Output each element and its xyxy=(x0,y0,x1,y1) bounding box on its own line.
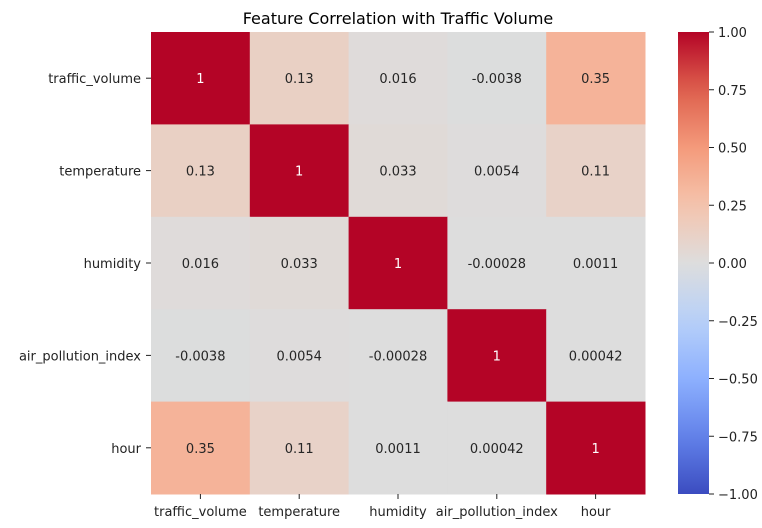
heatmap-cell xyxy=(151,401,251,495)
heatmap-cell xyxy=(546,32,646,125)
colorbar-ticks: 1.00 0.75 0.50 0.25 0.00 −0.25 −0.50 −0.75 −1.00 xyxy=(709,26,758,503)
cell-value-label: -0.00028 xyxy=(468,257,526,272)
heatmap-cell xyxy=(447,401,547,495)
heatmap-cell xyxy=(348,124,448,218)
heatmap-cells: 1 0.13 0.016 -0.0038 0.35 0.13 1 0.033 0.0054 0.1… xyxy=(151,32,646,495)
row-tick-label: hour xyxy=(111,442,141,457)
cell-value-label: 0.11 xyxy=(285,442,314,457)
cell-value-label: 0.0011 xyxy=(375,442,421,457)
cell-value-label: -0.0038 xyxy=(472,72,522,87)
cell-value-label: 1 xyxy=(295,165,303,180)
heatmap-cell xyxy=(151,309,251,403)
heatmap-cell xyxy=(447,124,547,218)
cell-value-label: 0.00042 xyxy=(470,442,524,457)
cell-value-label: 0.0054 xyxy=(474,165,520,180)
heatmap-cell xyxy=(447,309,547,403)
heatmap-cell xyxy=(447,216,547,310)
heatmap-cell xyxy=(249,216,350,310)
colorbar-tick-label: 0.75 xyxy=(718,84,747,99)
heatmap-cell xyxy=(151,32,251,125)
heatmap-cell xyxy=(151,216,251,310)
heatmap-cell xyxy=(249,309,350,403)
heatmap-cell xyxy=(249,401,350,495)
colorbar-tick-label: −0.25 xyxy=(718,315,758,330)
cell-value-label: 1 xyxy=(591,442,599,457)
heatmap-cell xyxy=(348,32,448,125)
col-tick-label: traffic_volume xyxy=(154,505,247,520)
col-tick-label: hour xyxy=(581,505,611,520)
cell-value-label: -0.00028 xyxy=(369,349,427,364)
colorbar-tick-label: −0.50 xyxy=(718,373,758,388)
heatmap-cell xyxy=(348,309,448,403)
row-tick-label: air_pollution_index xyxy=(19,349,141,364)
colorbar xyxy=(678,32,709,494)
colorbar-tick-label: 0.00 xyxy=(718,257,747,272)
colorbar-tick-label: 0.50 xyxy=(718,142,747,157)
heatmap-cell xyxy=(249,124,350,218)
col-tick-label: air_pollution_index xyxy=(436,505,558,520)
cell-value-label: 0.016 xyxy=(182,257,219,272)
col-tick-label: temperature xyxy=(258,505,340,520)
heatmap-cell xyxy=(348,216,448,310)
heatmap-cell xyxy=(546,309,646,403)
col-tick-labels: traffic_volume temperature humidity air_pol… xyxy=(154,494,611,520)
chart-title: Feature Correlation with Traffic Volume xyxy=(243,9,554,28)
cell-value-label: 0.0054 xyxy=(276,349,322,364)
cell-value-label: 0.00042 xyxy=(569,349,623,364)
cell-value-label: 0.033 xyxy=(379,165,416,180)
col-tick-label: humidity xyxy=(369,505,427,520)
heatmap-cell xyxy=(447,32,547,125)
cell-value-label: 0.033 xyxy=(281,257,318,272)
cell-value-label: -0.0038 xyxy=(175,349,225,364)
heatmap-cell xyxy=(348,401,448,495)
cell-value-label: 0.35 xyxy=(581,72,610,87)
heatmap-cell xyxy=(151,124,251,218)
row-tick-labels: traffic_volume temperature humidity air_pol… xyxy=(19,72,151,457)
heatmap-cell xyxy=(546,124,646,218)
colorbar-tick-label: −1.00 xyxy=(718,488,758,503)
cell-value-label: 0.13 xyxy=(285,72,314,87)
cell-value-label: 1 xyxy=(394,257,402,272)
cell-value-label: 0.13 xyxy=(186,165,215,180)
colorbar-tick-label: −0.75 xyxy=(718,430,758,445)
colorbar-tick-label: 1.00 xyxy=(718,26,747,41)
row-tick-label: humidity xyxy=(84,257,142,272)
heatmap-cell xyxy=(546,401,646,495)
heatmap-cell xyxy=(249,32,350,125)
cell-value-label: 1 xyxy=(493,349,501,364)
cell-value-label: 0.11 xyxy=(581,165,610,180)
heatmap-cell xyxy=(546,216,646,310)
cell-value-label: 0.016 xyxy=(379,72,416,87)
cell-value-label: 0.0011 xyxy=(573,257,619,272)
row-tick-label: traffic_volume xyxy=(48,72,141,87)
row-tick-label: temperature xyxy=(59,165,141,180)
colorbar-tick-label: 0.25 xyxy=(718,199,747,214)
cell-value-label: 0.35 xyxy=(186,442,215,457)
cell-value-label: 1 xyxy=(196,72,204,87)
